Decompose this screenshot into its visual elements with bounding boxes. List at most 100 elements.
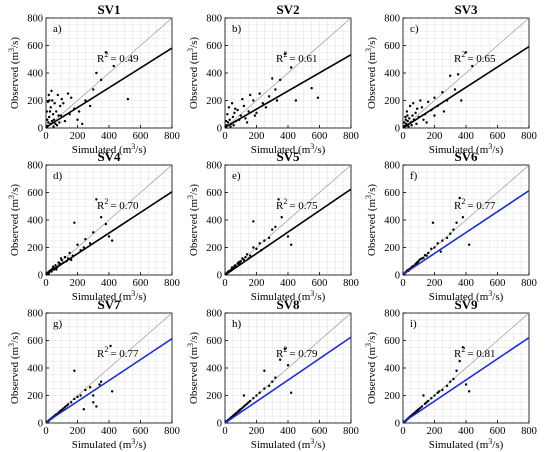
data-point [253,114,257,117]
r-squared-label: R2 = 0.65 [454,50,496,65]
data-point [252,220,255,223]
y-tick-label: 600 [384,41,400,52]
data-point [441,91,444,94]
data-point [58,104,62,108]
data-point [52,118,56,121]
data-point [76,243,79,246]
data-point [289,391,293,394]
data-point [258,391,261,394]
r-squared-label: R2 = 0.61 [276,50,318,65]
data-point [255,247,258,251]
x-axis-label-superscript: 3 [131,289,135,298]
data-point [46,100,50,104]
data-point [57,114,60,117]
x-axis-label-text: Simulated (m [429,291,489,303]
data-point [226,113,229,116]
y-axis-label-text: Observed (m [188,346,200,404]
y-tick-label: 600 [206,188,222,199]
y-axis-label: Observed (m3/s) [186,184,200,256]
x-tick-label: 800 [521,131,537,142]
data-point [427,399,430,403]
data-point [310,86,313,90]
data-point [431,221,435,224]
chart-title: SV1 [97,2,120,17]
data-point [51,265,55,268]
data-point [252,397,255,400]
data-point [436,391,439,394]
data-point [234,107,237,110]
data-point [433,246,436,249]
data-point [231,115,235,119]
chart-title: SV3 [454,2,478,17]
x-tick-label: 200 [249,426,265,437]
x-tick-label: 0 [43,426,48,437]
data-point [99,380,103,383]
y-axis-label: Observed (m3/s) [7,332,21,404]
data-point [422,256,425,260]
plot-area [225,18,351,128]
data-point [73,221,76,224]
x-axis-label: Simulated (m3/s) [72,289,147,303]
x-tick-label: 800 [343,131,359,142]
chart-panel-sv2: 0 200 400 600 800 0 200 400 600 800 SV2 b) R2 = 0.61 S… [186,2,359,156]
data-point [55,124,59,127]
data-point [52,125,55,128]
data-point [425,254,428,257]
data-point [244,117,247,120]
y-tick-label: 800 [206,14,222,25]
data-point [455,369,458,372]
x-tick-label: 0 [400,426,405,437]
data-point [403,121,406,124]
y-tick-label: 0 [38,124,43,135]
x-axis-label-text-end: /s) [135,439,146,451]
data-point [460,99,463,102]
chart-panel-sv8: 0 200 400 600 800 0 200 400 600 800 SV8 h) R2 = 0.79 S… [186,297,359,451]
x-tick-label: 400 [280,278,296,289]
panel-label: h) [232,318,242,330]
y-tick-label: 0 [38,271,43,282]
panel-label: a) [53,23,62,35]
x-tick-label: 400 [458,426,474,437]
data-point [283,52,287,55]
r-squared-label: R2 = 0.77 [454,197,496,212]
data-point [55,110,58,113]
data-point [249,399,252,403]
r-squared-label: R2 = 0.77 [97,345,139,360]
data-point [247,110,250,113]
data-point [225,119,228,123]
data-point [53,102,56,105]
x-axis-label-superscript: 3 [131,142,135,151]
x-tick-label: 800 [343,426,359,437]
data-point [242,258,246,262]
x-axis-label-superscript: 3 [310,437,314,446]
data-point [438,390,441,393]
data-point [226,121,230,124]
plot-area [225,313,351,423]
r-squared-label: R2 = 0.49 [97,50,139,65]
x-axis-label: Simulated (m3/s) [429,289,504,303]
data-point [232,124,235,127]
y-axis-label: Observed (m3/s) [186,332,200,404]
x-tick-label: 200 [70,131,86,142]
data-point [245,402,249,405]
data-point [275,99,279,102]
y-axis-label-text: Observed (m [366,346,378,404]
data-point [244,255,247,259]
r-squared-symbol: R [97,200,105,212]
data-point [229,125,232,128]
y-tick-label: 600 [384,188,400,199]
x-tick-label: 200 [70,278,86,289]
x-tick-label: 600 [490,278,506,289]
data-point [88,242,92,245]
x-axis-label-text-end: /s) [492,291,503,303]
y-axis-label-text: Observed (m [9,198,21,256]
data-point [445,236,449,240]
data-point [416,408,420,412]
x-axis-label-text: Simulated (m [429,144,489,156]
data-point [227,106,231,109]
data-point [95,198,98,201]
y-tick-label: 200 [384,243,400,254]
x-tick-label: 600 [490,426,506,437]
y-axis-label: Observed (m3/s) [364,332,378,404]
data-point [99,216,103,219]
